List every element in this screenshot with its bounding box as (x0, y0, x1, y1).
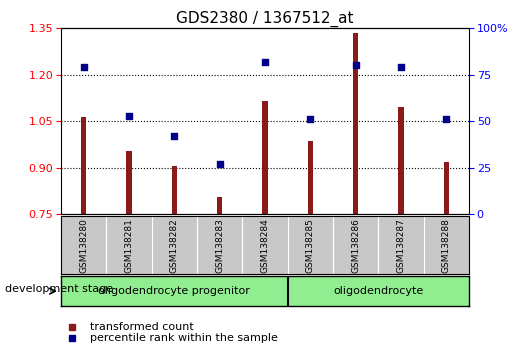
Text: GSM138287: GSM138287 (396, 218, 405, 273)
Text: development stage: development stage (5, 284, 113, 295)
Point (261, 59, 269, 65)
Text: GSM138282: GSM138282 (170, 218, 179, 273)
Point (80, 64, 88, 70)
Point (351, 63, 360, 68)
Title: GDS2380 / 1367512_at: GDS2380 / 1367512_at (176, 11, 354, 27)
Text: GSM138285: GSM138285 (306, 218, 315, 273)
Point (397, 64, 405, 70)
Text: GSM138286: GSM138286 (351, 218, 360, 273)
Text: GSM138283: GSM138283 (215, 218, 224, 273)
Text: oligodendrocyte: oligodendrocyte (333, 286, 423, 296)
Bar (262, 101, 268, 214)
Bar (307, 141, 313, 214)
Text: oligodendrocyte progenitor: oligodendrocyte progenitor (99, 286, 250, 296)
Point (442, 116, 450, 122)
Text: GSM138288: GSM138288 (442, 218, 451, 273)
Text: GSM138284: GSM138284 (261, 218, 269, 273)
Point (215, 161, 224, 167)
Bar (172, 166, 177, 214)
Bar (444, 161, 449, 214)
Text: transformed count: transformed count (90, 322, 194, 332)
Point (306, 116, 315, 122)
Bar (81, 116, 86, 214)
Point (170, 133, 179, 139)
Bar (126, 151, 131, 214)
Text: GSM138281: GSM138281 (125, 218, 134, 273)
Point (125, 113, 133, 119)
Bar (353, 33, 358, 214)
Text: percentile rank within the sample: percentile rank within the sample (90, 333, 278, 343)
Text: GSM138280: GSM138280 (79, 218, 88, 273)
Bar (217, 197, 223, 214)
Bar (399, 107, 404, 214)
